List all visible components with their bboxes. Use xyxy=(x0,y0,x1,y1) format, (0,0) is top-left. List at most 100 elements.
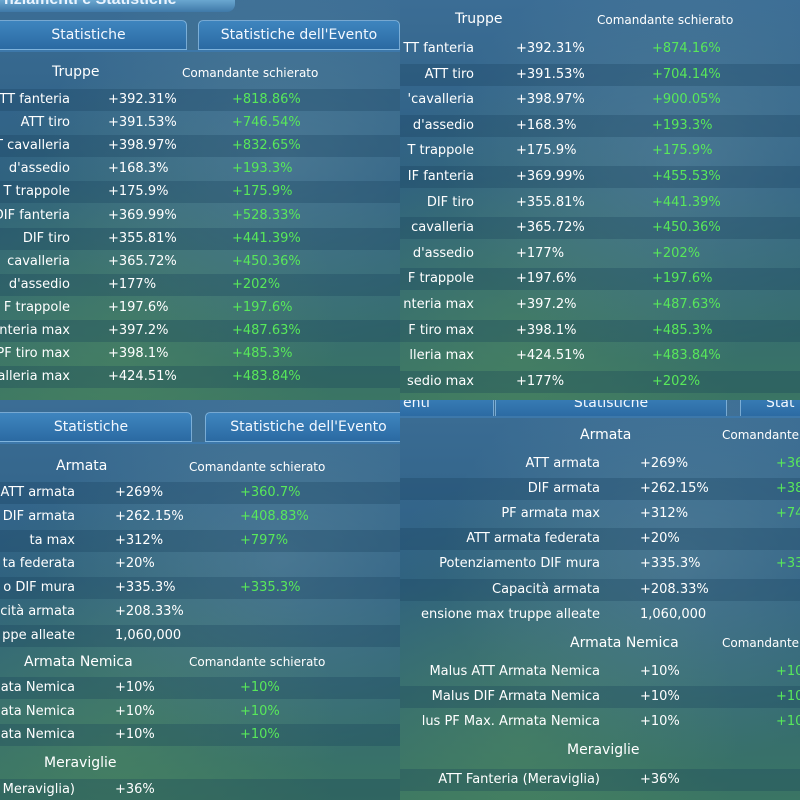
stat-row: ATT armata +269% +360.7% xyxy=(0,482,400,504)
stat-label: cavalleria xyxy=(411,220,474,236)
stat-commander-value: +193.3% xyxy=(652,117,713,133)
stat-base-value: +168.3% xyxy=(516,117,577,133)
stat-base-value: +262.15% xyxy=(115,508,184,524)
stat-base-value: +398.1% xyxy=(516,322,577,338)
stat-base-value: +10% xyxy=(115,727,155,742)
stat-row: Malus ATT Armata Nemica +10% +10 xyxy=(400,661,800,683)
stat-commander-value: +38 xyxy=(776,481,800,497)
stat-row: F trappole +197.6% +197.6% xyxy=(400,268,800,291)
stat-row: ATT tiro +391.53% +704.14% xyxy=(400,63,800,86)
stat-base-value: +36% xyxy=(640,772,680,787)
stat-commander-value: +874.16% xyxy=(652,41,721,56)
window-title: nziamenti e Statistiche xyxy=(4,0,177,9)
tab-statistiche-evento[interactable]: Statistiche dell'Evento xyxy=(198,20,400,50)
stat-row: Meraviglia) +36% xyxy=(0,779,400,800)
stat-base-value: +269% xyxy=(115,485,164,500)
stat-row: PF tiro max +398.1% +485.3% xyxy=(0,343,400,365)
stat-label: Meraviglia) xyxy=(2,782,75,797)
stat-row: Malus DIF Armata Nemica +10% +10 xyxy=(400,686,800,708)
stat-base-value: +175.9% xyxy=(516,143,577,159)
stat-base-value: +369.99% xyxy=(108,207,177,223)
window-title-bar: nziamenti e Statistiche xyxy=(0,0,235,12)
tab-statistiche-evento[interactable]: Statistiche dell'Evento xyxy=(205,412,400,442)
stat-base-value: +10% xyxy=(640,664,680,679)
stat-commander-value: +450.36% xyxy=(232,253,301,269)
stat-label: sedio max xyxy=(406,373,474,389)
stat-row: DIF tiro +355.81% +441.39% xyxy=(0,227,400,250)
stat-row: ppe alleate 1,060,000 xyxy=(0,624,400,647)
stat-commander-value: +335.3% xyxy=(240,580,301,596)
stat-label: IF fanteria xyxy=(407,169,474,184)
tab-statistiche[interactable]: Statistiche xyxy=(0,20,187,50)
stat-base-value: +391.53% xyxy=(108,115,177,131)
stat-label: F tiro max xyxy=(408,322,474,338)
stat-commander-value: +175.9% xyxy=(232,184,293,200)
stat-base-value: +392.31% xyxy=(516,41,585,56)
stat-label: F trappole xyxy=(407,271,474,287)
stat-base-value: +397.2% xyxy=(516,297,577,312)
stat-row: Capacità armata +208.33% xyxy=(400,578,800,601)
stat-commander-value: +10 xyxy=(776,689,800,704)
stat-commander-value: +197.6% xyxy=(652,271,713,287)
stat-base-value: +10% xyxy=(115,703,155,719)
stat-base-value: +177% xyxy=(516,245,565,261)
stat-label: PF tiro max xyxy=(0,346,70,362)
stat-base-value: 1,060,000 xyxy=(640,606,707,622)
stat-commander-value: +483.84% xyxy=(232,369,301,385)
stat-base-value: +335.3% xyxy=(115,580,176,596)
stat-label: ppe alleate xyxy=(2,627,75,643)
stat-row: alleria max +424.51% +483.84% xyxy=(0,366,400,389)
stat-label: ata Nemica xyxy=(0,680,75,695)
stat-row: ATT Fanteria (Meraviglia) +36% xyxy=(400,769,800,791)
stat-row: DIF armata +262.15% +38 xyxy=(400,478,800,501)
section-header-truppe: Truppe xyxy=(52,64,100,80)
stat-label: ta federata xyxy=(2,556,75,572)
stat-label: ta max xyxy=(29,532,75,548)
stat-row: nteria max +397.2% +487.63% xyxy=(400,294,800,316)
stat-commander-value: +487.63% xyxy=(232,323,301,338)
stat-label: T cavalleria xyxy=(0,138,70,154)
stat-row: PF armata max +312% +74 xyxy=(400,503,800,525)
stat-base-value: +312% xyxy=(115,532,164,548)
stat-base-value: +355.81% xyxy=(516,194,585,210)
stat-label: DIF armata xyxy=(527,481,600,497)
stat-row: cavalleria +365.72% +450.36% xyxy=(400,217,800,240)
stat-commander-value: +202% xyxy=(652,373,701,389)
stat-row: o DIF mura +335.3% +335.3% xyxy=(0,577,400,600)
stat-label: d'assedio xyxy=(8,161,70,177)
stat-row: ATT armata federata +20% xyxy=(400,528,800,551)
stat-row: d'assedio +168.3% +193.3% xyxy=(0,158,400,180)
stat-label: nteria max xyxy=(403,297,474,312)
section-header-armata-nemica: Armata Nemica xyxy=(24,654,133,670)
stat-row: d'assedio +168.3% +193.3% xyxy=(400,114,800,137)
stat-base-value: +365.72% xyxy=(108,253,177,269)
stat-base-value: +20% xyxy=(115,556,155,572)
stat-row: T trappole +175.9% +175.9% xyxy=(400,140,800,162)
stat-row: F tiro max +398.1% +485.3% xyxy=(400,319,800,342)
stat-base-value: +365.72% xyxy=(516,220,585,236)
stat-label: ata Nemica xyxy=(0,703,75,719)
stat-commander-value: +832.65% xyxy=(232,138,301,154)
stat-commander-value: +33 xyxy=(776,556,800,572)
stat-label: cità armata xyxy=(0,604,75,619)
stat-base-value: +197.6% xyxy=(108,299,169,315)
stat-commander-value: +360.7% xyxy=(240,485,301,500)
stat-commander-value: +10% xyxy=(240,727,280,742)
stat-base-value: +10% xyxy=(640,689,680,704)
stat-label: ATT armata xyxy=(525,456,600,471)
section-header-armata: Armata xyxy=(56,458,108,474)
stat-label: o DIF mura xyxy=(3,580,75,596)
section-header-meraviglie: Meraviglie xyxy=(567,742,640,758)
tab-statistiche[interactable]: Statistiche xyxy=(0,412,192,442)
stat-label: cavalleria xyxy=(7,253,70,269)
stat-label: alleria max xyxy=(0,369,70,385)
stat-commander-value: +485.3% xyxy=(232,346,293,362)
stat-commander-value: +202% xyxy=(652,245,701,261)
stat-commander-value: +36 xyxy=(776,456,800,471)
stat-row: nteria max +397.2% +487.63% xyxy=(0,320,400,342)
stat-label: lleria max xyxy=(409,348,474,364)
stat-label: ATT armata xyxy=(0,485,75,500)
stat-label: ensione max truppe alleate xyxy=(421,606,600,622)
stat-label: F trappole xyxy=(3,299,70,315)
panel-armata-1: Statistiche Statistiche dell'Evento Arma… xyxy=(0,400,400,800)
